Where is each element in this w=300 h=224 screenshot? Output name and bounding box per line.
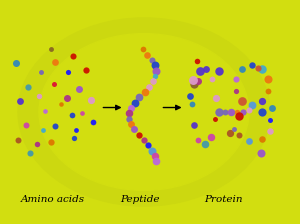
Text: Peptide: Peptide xyxy=(120,195,159,204)
Circle shape xyxy=(39,34,249,190)
Circle shape xyxy=(87,69,201,155)
Circle shape xyxy=(54,45,234,179)
Circle shape xyxy=(108,85,180,139)
Text: Protein: Protein xyxy=(204,195,243,204)
Circle shape xyxy=(75,60,213,164)
Circle shape xyxy=(18,18,270,206)
Text: Amino acids: Amino acids xyxy=(20,195,85,204)
